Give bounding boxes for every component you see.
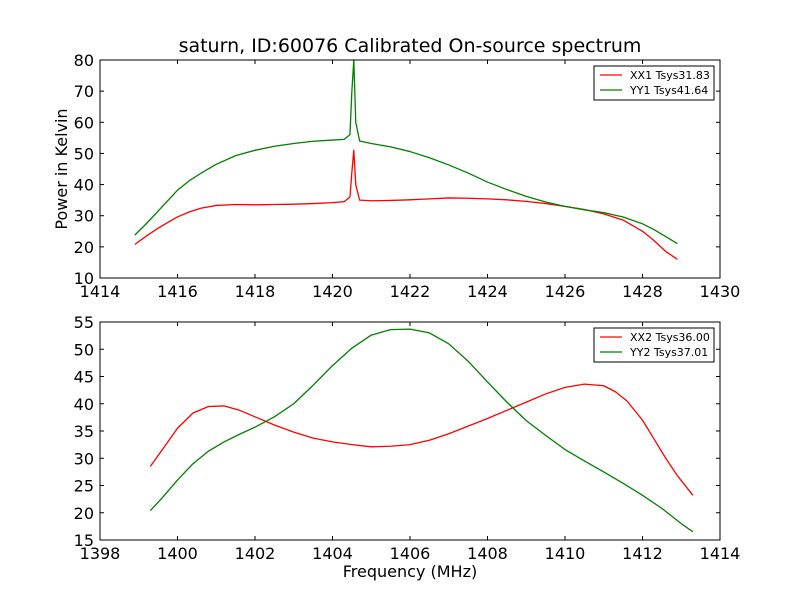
x-tick-label: 1414 bbox=[80, 282, 121, 301]
y-tick-label: 70 bbox=[74, 82, 94, 101]
x-tick-label: 1430 bbox=[700, 282, 741, 301]
x-tick-label: 1428 bbox=[622, 282, 663, 301]
legend: XX2 Tsys36.00 YY2 Tsys37.01 bbox=[593, 327, 715, 363]
x-tick-label: 1398 bbox=[80, 544, 121, 563]
x-tick-label: 1422 bbox=[390, 282, 431, 301]
x-tick-label: 1404 bbox=[312, 544, 353, 563]
y-tick-label: 30 bbox=[74, 449, 94, 468]
legend-label: XX2 Tsys36.00 bbox=[630, 331, 710, 344]
legend-label: YY1 Tsys41.64 bbox=[629, 84, 708, 97]
subplot-1: 1414 1416 1418 1420 1422 1424 1426 1428 1430 10 20… bbox=[74, 51, 741, 301]
y-tick-label: 10 bbox=[74, 269, 94, 288]
legend-label: XX1 Tsys31.83 bbox=[630, 69, 710, 82]
legend: XX1 Tsys31.83 YY1 Tsys41.64 bbox=[593, 65, 715, 101]
x-tick-label: 1424 bbox=[467, 282, 508, 301]
x-tick-label: 1420 bbox=[312, 282, 353, 301]
plots-layer: 1414 1416 1418 1420 1422 1424 1426 1428 1430 10 20… bbox=[74, 51, 741, 563]
x-axis-label: Frequency (MHz) bbox=[343, 562, 477, 581]
x-tick-label: 1414 bbox=[700, 544, 741, 563]
x-tick-label: 1426 bbox=[545, 282, 586, 301]
y-tick-label: 40 bbox=[74, 176, 94, 195]
y-tick-label: 50 bbox=[74, 144, 94, 163]
x-tick-label: 1412 bbox=[622, 544, 663, 563]
y-axis-label: Power in Kelvin bbox=[52, 108, 71, 229]
series-line-yy1 bbox=[134, 59, 678, 245]
y-tick-label: 45 bbox=[74, 368, 94, 387]
y-tick-label: 60 bbox=[74, 113, 94, 132]
subplot-2: 1398 1400 1402 1404 1406 1408 1410 1412 1414 15 20… bbox=[74, 313, 741, 563]
y-tick-label: 55 bbox=[74, 313, 94, 332]
y-tick-label: 35 bbox=[74, 422, 94, 441]
series-line-yy2 bbox=[149, 328, 694, 533]
x-tick-label: 1410 bbox=[545, 544, 586, 563]
y-tick-label: 40 bbox=[74, 395, 94, 414]
x-tick-label: 1402 bbox=[235, 544, 276, 563]
y-tick-label: 80 bbox=[74, 51, 94, 70]
x-tick-label: 1418 bbox=[235, 282, 276, 301]
legend-box bbox=[593, 65, 715, 101]
y-tick-label: 20 bbox=[74, 504, 94, 523]
x-tick-label: 1406 bbox=[390, 544, 431, 563]
x-tick-label: 1408 bbox=[467, 544, 508, 563]
y-tick-label: 50 bbox=[74, 340, 94, 359]
y-tick-label: 15 bbox=[74, 531, 94, 550]
chart-title: saturn, ID:60076 Calibrated On-source sp… bbox=[179, 35, 642, 57]
x-tick-label: 1400 bbox=[157, 544, 198, 563]
legend-box bbox=[593, 327, 715, 363]
series-line-xx2 bbox=[149, 383, 694, 496]
y-tick-label: 25 bbox=[74, 477, 94, 496]
y-tick-label: 30 bbox=[74, 207, 94, 226]
legend-label: YY2 Tsys37.01 bbox=[629, 346, 708, 359]
x-tick-label: 1416 bbox=[157, 282, 198, 301]
y-tick-label: 20 bbox=[74, 238, 94, 257]
